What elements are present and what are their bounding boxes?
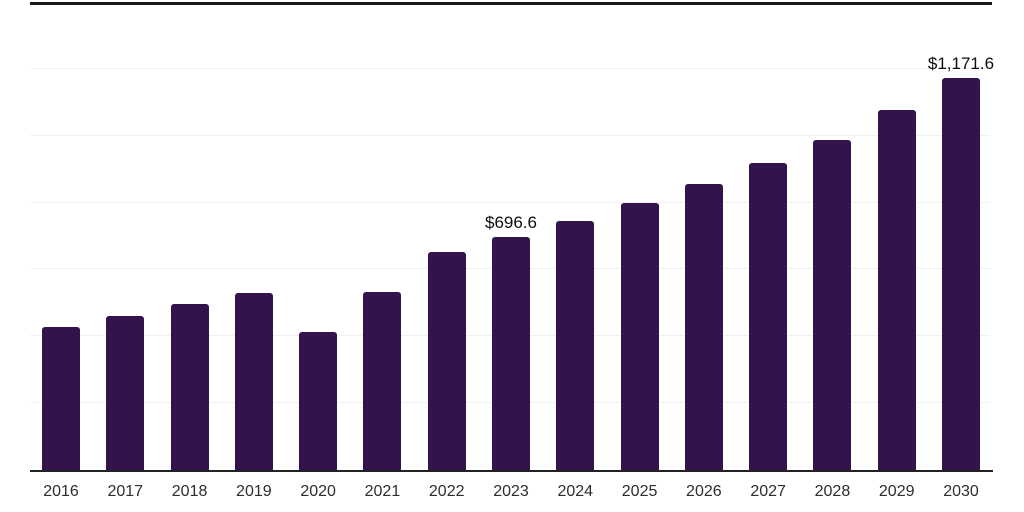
bar-2017[interactable] [106, 315, 145, 470]
bar-2018[interactable] [170, 303, 209, 470]
plot-area: $696.6 $1,171.6 [30, 2, 994, 472]
data-label-2023: $696.6 [484, 213, 537, 233]
bar-2026[interactable] [684, 183, 723, 470]
bar-2022[interactable] [427, 252, 466, 470]
x-tick-label-2019: 2019 [236, 483, 272, 500]
plot-top-border-line [30, 2, 992, 5]
x-axis-line [30, 470, 993, 472]
bar-2019[interactable] [234, 293, 273, 470]
bar-2024[interactable] [556, 220, 595, 470]
x-tick-label-2024: 2024 [557, 483, 594, 500]
x-tick-label-2022: 2022 [428, 483, 465, 500]
x-tick-label-2021: 2021 [364, 483, 401, 500]
bar-2029[interactable] [877, 109, 916, 470]
x-tick-label-2025: 2025 [621, 483, 658, 500]
bar-2028[interactable] [813, 140, 852, 470]
bar-2027[interactable] [749, 163, 788, 470]
bar-2025[interactable] [620, 202, 659, 470]
gridline-1000 [30, 134, 990, 136]
x-tick-label-2018: 2018 [171, 483, 208, 500]
data-label-2030: $1,171.6 [927, 54, 995, 74]
x-tick-label-2028: 2028 [814, 483, 851, 500]
x-tick-label-2020: 2020 [300, 483, 336, 500]
bar-2021[interactable] [363, 292, 402, 470]
x-tick-label-2026: 2026 [686, 483, 722, 500]
gridline-1200 [30, 67, 990, 69]
x-tick-label-2023: 2023 [493, 483, 529, 500]
bar-2020[interactable] [299, 331, 338, 470]
gridline-800 [30, 201, 990, 203]
bar-2023[interactable] [491, 237, 530, 470]
bar-2016[interactable] [42, 326, 80, 470]
x-tick-label-2029: 2029 [878, 483, 915, 500]
x-tick-label-2016: 2016 [43, 483, 79, 500]
bar-2030[interactable] [941, 78, 980, 470]
x-tick-label-2030: 2030 [943, 483, 979, 500]
x-tick-label-2027: 2027 [750, 483, 786, 500]
x-axis-labels: 2016 2017 2018 2019 2020 2021 2022 2023 2024 2025… [30, 484, 990, 506]
x-tick-label-2017: 2017 [107, 483, 144, 500]
